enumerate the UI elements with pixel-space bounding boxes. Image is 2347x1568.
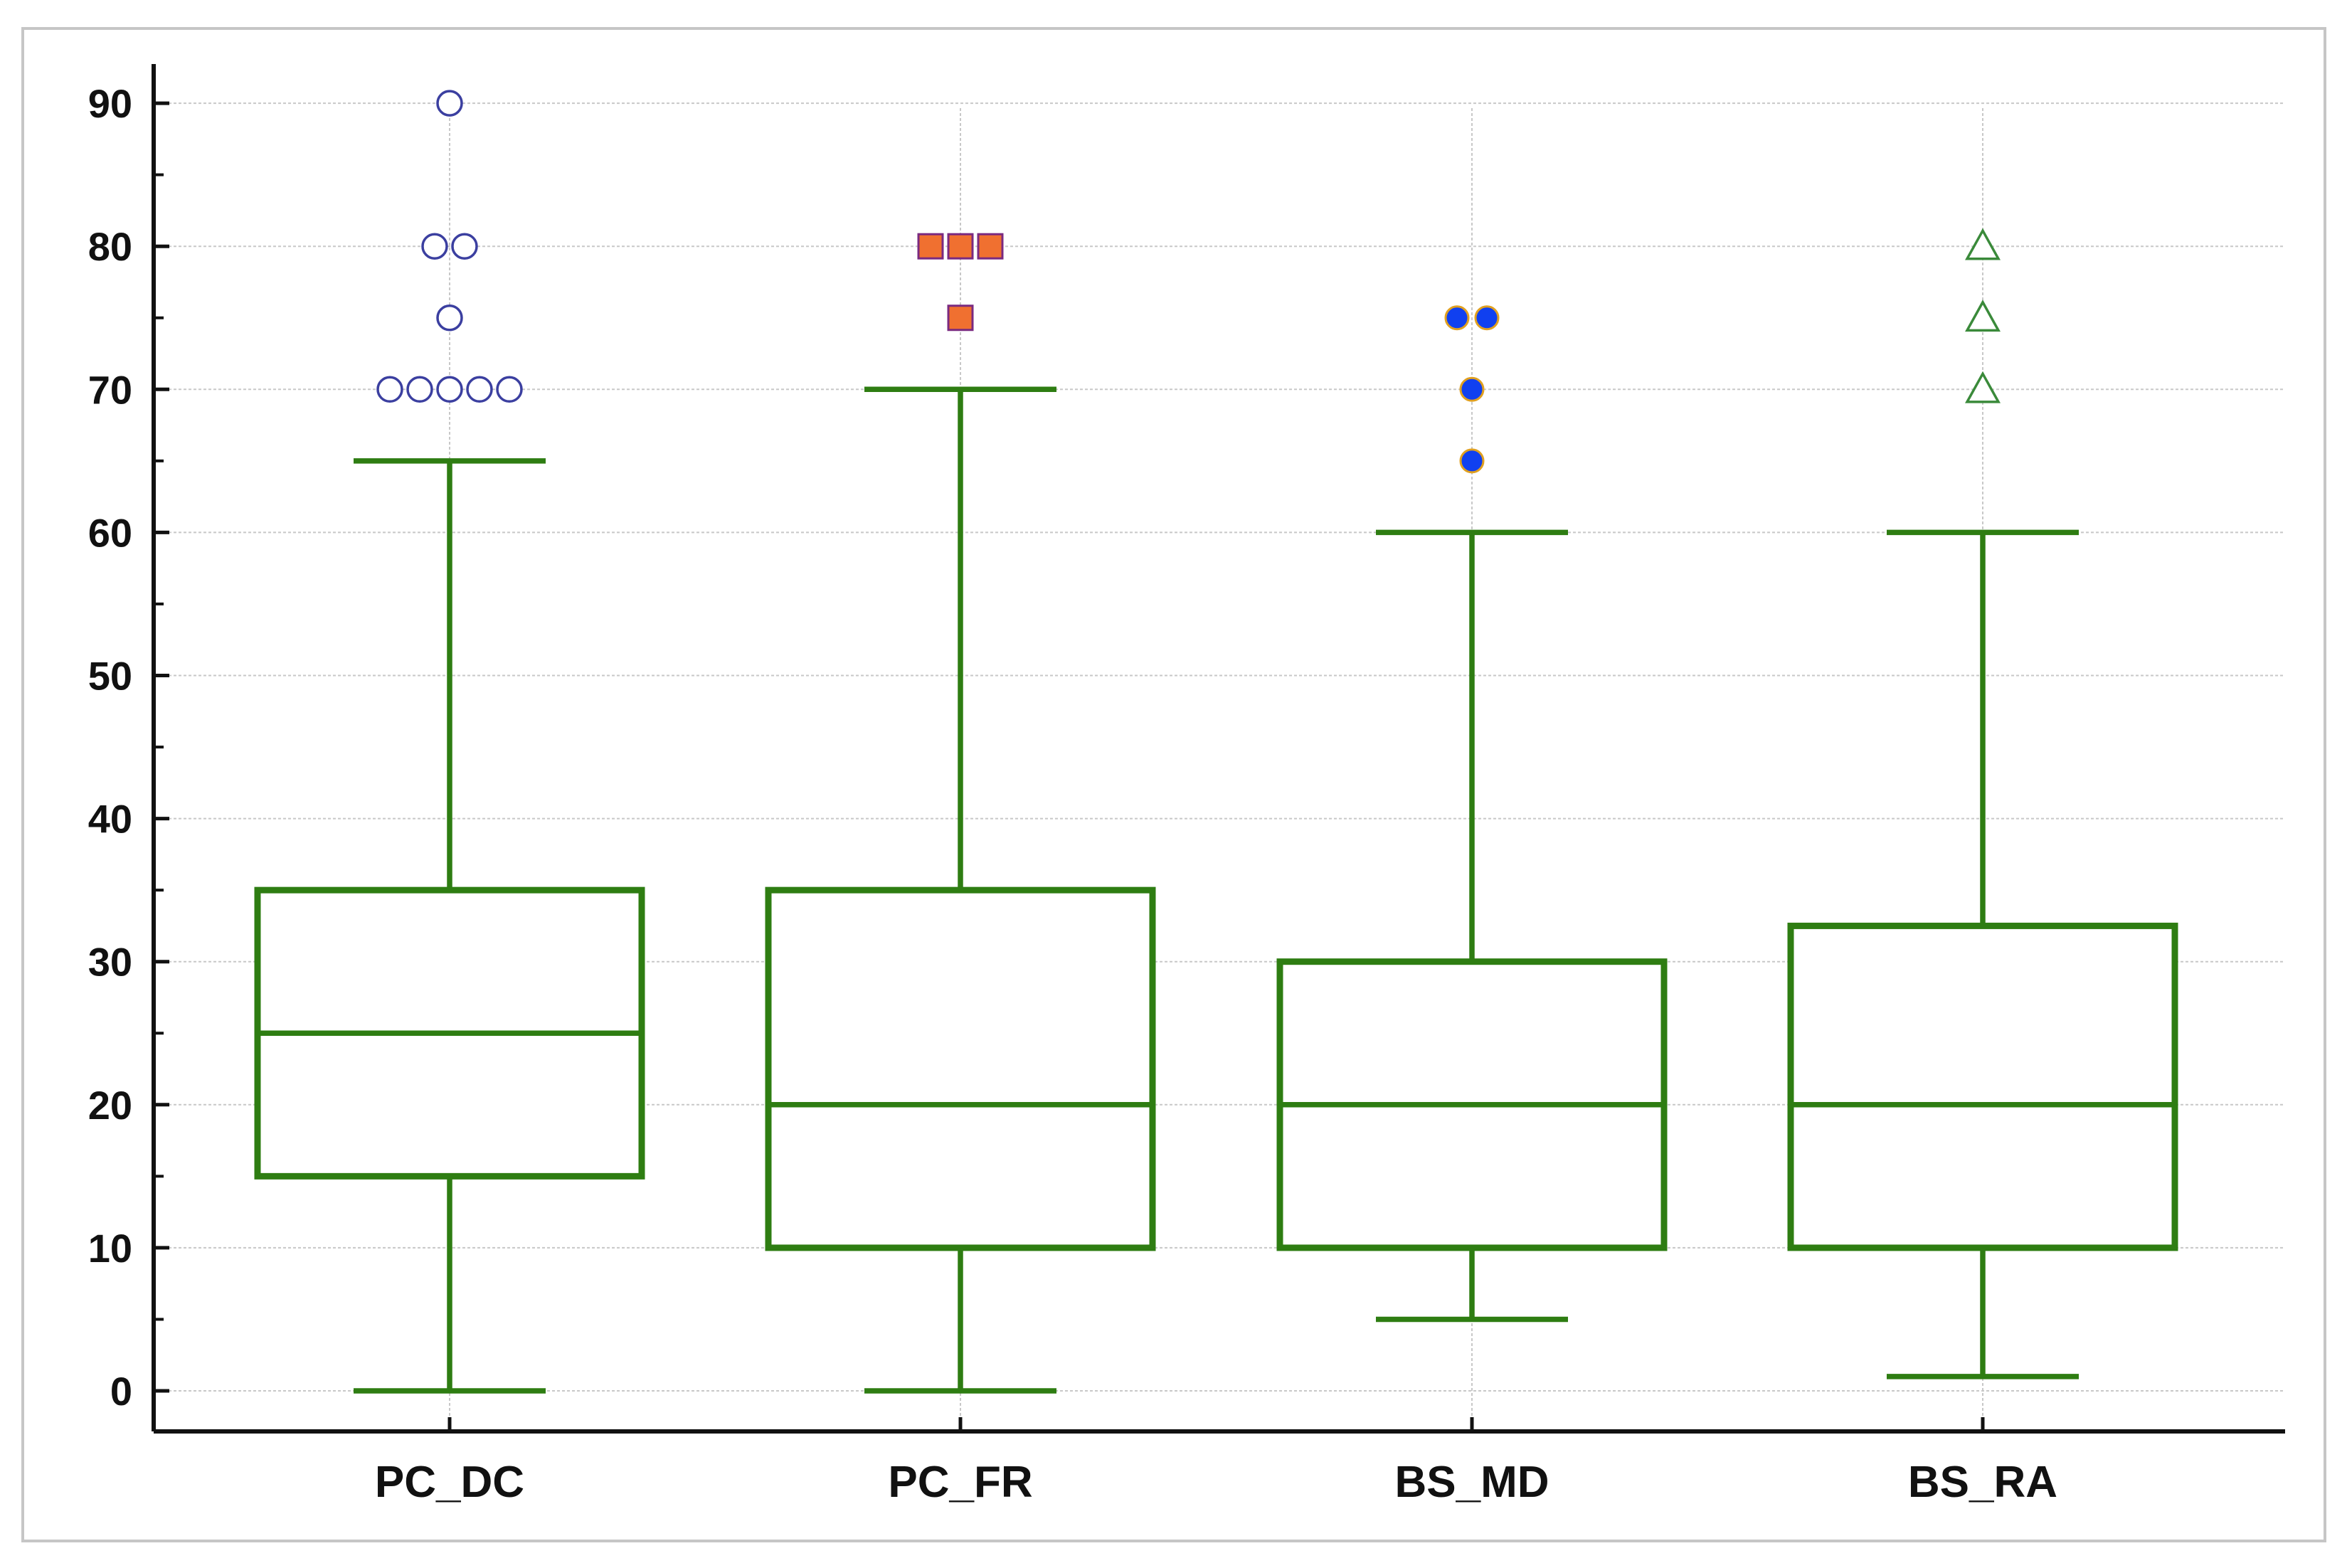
outlier-pc-dc-70-3 — [436, 376, 463, 403]
outlier-pc-dc-70-4 — [466, 376, 493, 403]
y-tick-label-10: 10 — [88, 1226, 132, 1271]
outlier-bs-md-75-2 — [1474, 305, 1500, 331]
outlier-pc-dc-75-1 — [436, 304, 463, 332]
outlier-bs-md-65-1 — [1459, 448, 1485, 474]
boxplot-chart: 0 10 20 30 40 50 60 70 80 90 PC_DC PC_FR BS_MD BS_RA — [88, 64, 2285, 1507]
y-tick-label-30: 30 — [88, 940, 132, 985]
outlier-pc-fr-75-1 — [947, 304, 974, 332]
x-tick-label-BS_RA: BS_RA — [1908, 1458, 2057, 1507]
y-tick-label-70: 70 — [88, 367, 132, 412]
outlier-pc-dc-90-1 — [436, 90, 463, 117]
x-tick-label-PC_DC: PC_DC — [375, 1458, 524, 1507]
outlier-pc-fr-80-2 — [947, 233, 974, 260]
outlier-bs-ra-75-1 — [1965, 300, 2001, 332]
outlier-pc-dc-70-1 — [376, 376, 403, 403]
outlier-pc-dc-80-2 — [451, 233, 478, 260]
y-tick-label-90: 90 — [88, 81, 132, 126]
outlier-bs-ra-80-1 — [1965, 228, 2001, 260]
y-tick-label-20: 20 — [88, 1083, 132, 1128]
outlier-layer — [376, 90, 2001, 474]
outlier-bs-md-75-1 — [1444, 305, 1470, 331]
chart-frame: 0 10 20 30 40 50 60 70 80 90 PC_DC PC_FR BS_MD BS_RA — [21, 27, 2326, 1542]
outlier-pc-fr-80-3 — [977, 233, 1004, 260]
outlier-pc-dc-80-1 — [421, 233, 448, 260]
y-tick-label-60: 60 — [88, 510, 132, 555]
outlier-bs-ra-70-1 — [1965, 371, 2001, 403]
box-layer — [254, 386, 2178, 1394]
outlier-bs-md-70-1 — [1459, 376, 1485, 402]
y-tick-label-0: 0 — [110, 1369, 132, 1414]
outlier-pc-fr-80-1 — [917, 233, 944, 260]
outlier-pc-dc-70-2 — [406, 376, 433, 403]
box-bs-ra — [1787, 922, 2178, 1251]
box-pc-fr — [765, 886, 1156, 1251]
outlier-pc-dc-70-5 — [496, 376, 523, 403]
x-tick-label-BS_MD: BS_MD — [1394, 1458, 1549, 1507]
axis-layer — [152, 64, 2285, 1434]
label-layer: 0 10 20 30 40 50 60 70 80 90 PC_DC PC_FR BS_MD BS_RA — [88, 81, 2057, 1507]
y-tick-label-40: 40 — [88, 797, 132, 842]
x-tick-label-PC_FR: PC_FR — [888, 1458, 1032, 1507]
y-tick-label-50: 50 — [88, 654, 132, 699]
y-tick-label-80: 80 — [88, 224, 132, 269]
